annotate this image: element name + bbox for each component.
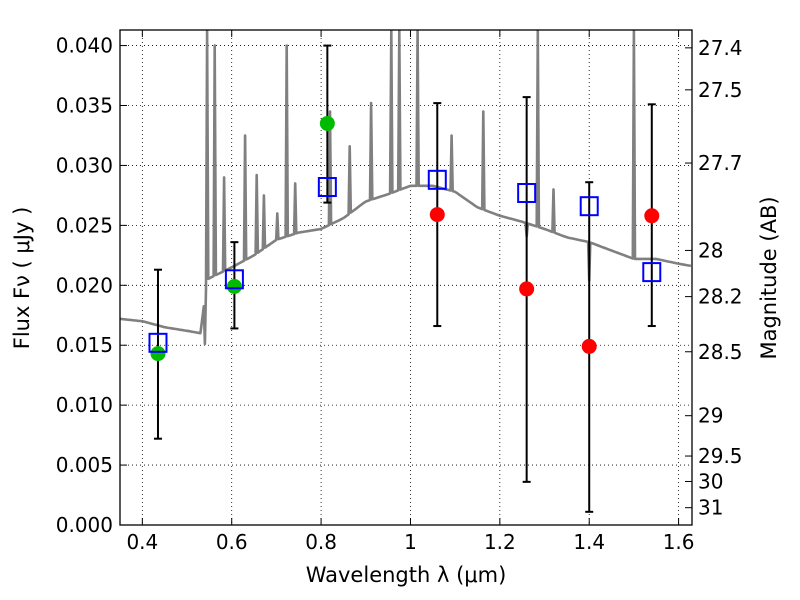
- model-flux-square: [517, 183, 537, 204]
- flux-point: [226, 278, 242, 294]
- model-spectrum-layer: [120, 30, 692, 346]
- x-tick-label: 1.4: [573, 530, 605, 554]
- x-tick-label: 0.4: [126, 530, 158, 554]
- right-tick-label: 29: [698, 404, 723, 428]
- plot-frame: [119, 29, 693, 526]
- right-tick-label: 27.4: [698, 36, 743, 60]
- y-tick-label: 0.000: [56, 513, 113, 537]
- flux-point: [581, 338, 597, 354]
- y-tick-label: 0.030: [56, 153, 113, 177]
- right-tick-label: 28.2: [698, 285, 743, 309]
- ticks: 0.4 0.6 0.8 1 1.2 1.4 1.6 0.000 0.005 0.010 0.015 0…: [56, 30, 743, 554]
- model-flux-square: [224, 269, 244, 290]
- right-tick-label: 29.5: [698, 444, 743, 468]
- right-tick-label: 31: [698, 496, 723, 520]
- markers: [148, 115, 662, 362]
- flux-point: [150, 346, 166, 362]
- model-spectrum-line: [120, 30, 692, 346]
- flux-point: [429, 207, 445, 223]
- y-tick-label: 0.035: [56, 94, 113, 118]
- model-flux-square: [427, 169, 447, 190]
- y-tick-label: 0.040: [56, 34, 113, 58]
- model-flux-square: [317, 177, 337, 198]
- y-tick-label: 0.025: [56, 213, 113, 237]
- x-tick-label: 1.2: [484, 530, 516, 554]
- y-axis-title: Flux Fν ( μJy ): [10, 207, 34, 350]
- x-tick-label: 1: [404, 530, 417, 554]
- right-tick-label: 27.5: [698, 78, 743, 102]
- y-tick-label: 0.005: [56, 453, 113, 477]
- y-tick-label: 0.015: [56, 333, 113, 357]
- y-tick-label: 0.010: [56, 393, 113, 417]
- y-tick-label: 0.020: [56, 273, 113, 297]
- right-tick-label: 28.5: [698, 340, 743, 364]
- right-tick-label: 30: [698, 469, 723, 493]
- right-tick-label: 27.7: [698, 151, 743, 175]
- model-flux-square: [579, 196, 599, 217]
- x-axis-title: Wavelength λ (μm): [306, 563, 507, 587]
- x-tick-label: 0.6: [216, 530, 248, 554]
- right-axis-title: Magnitude (AB): [757, 196, 781, 359]
- flux-point: [319, 115, 335, 131]
- x-tick-label: 1.6: [663, 530, 695, 554]
- right-tick-label: 28: [698, 238, 723, 262]
- flux-point: [644, 208, 660, 224]
- model-flux-square: [148, 332, 168, 353]
- x-tick-label: 0.8: [305, 530, 337, 554]
- model-flux-square: [642, 262, 662, 283]
- flux-point: [519, 281, 535, 297]
